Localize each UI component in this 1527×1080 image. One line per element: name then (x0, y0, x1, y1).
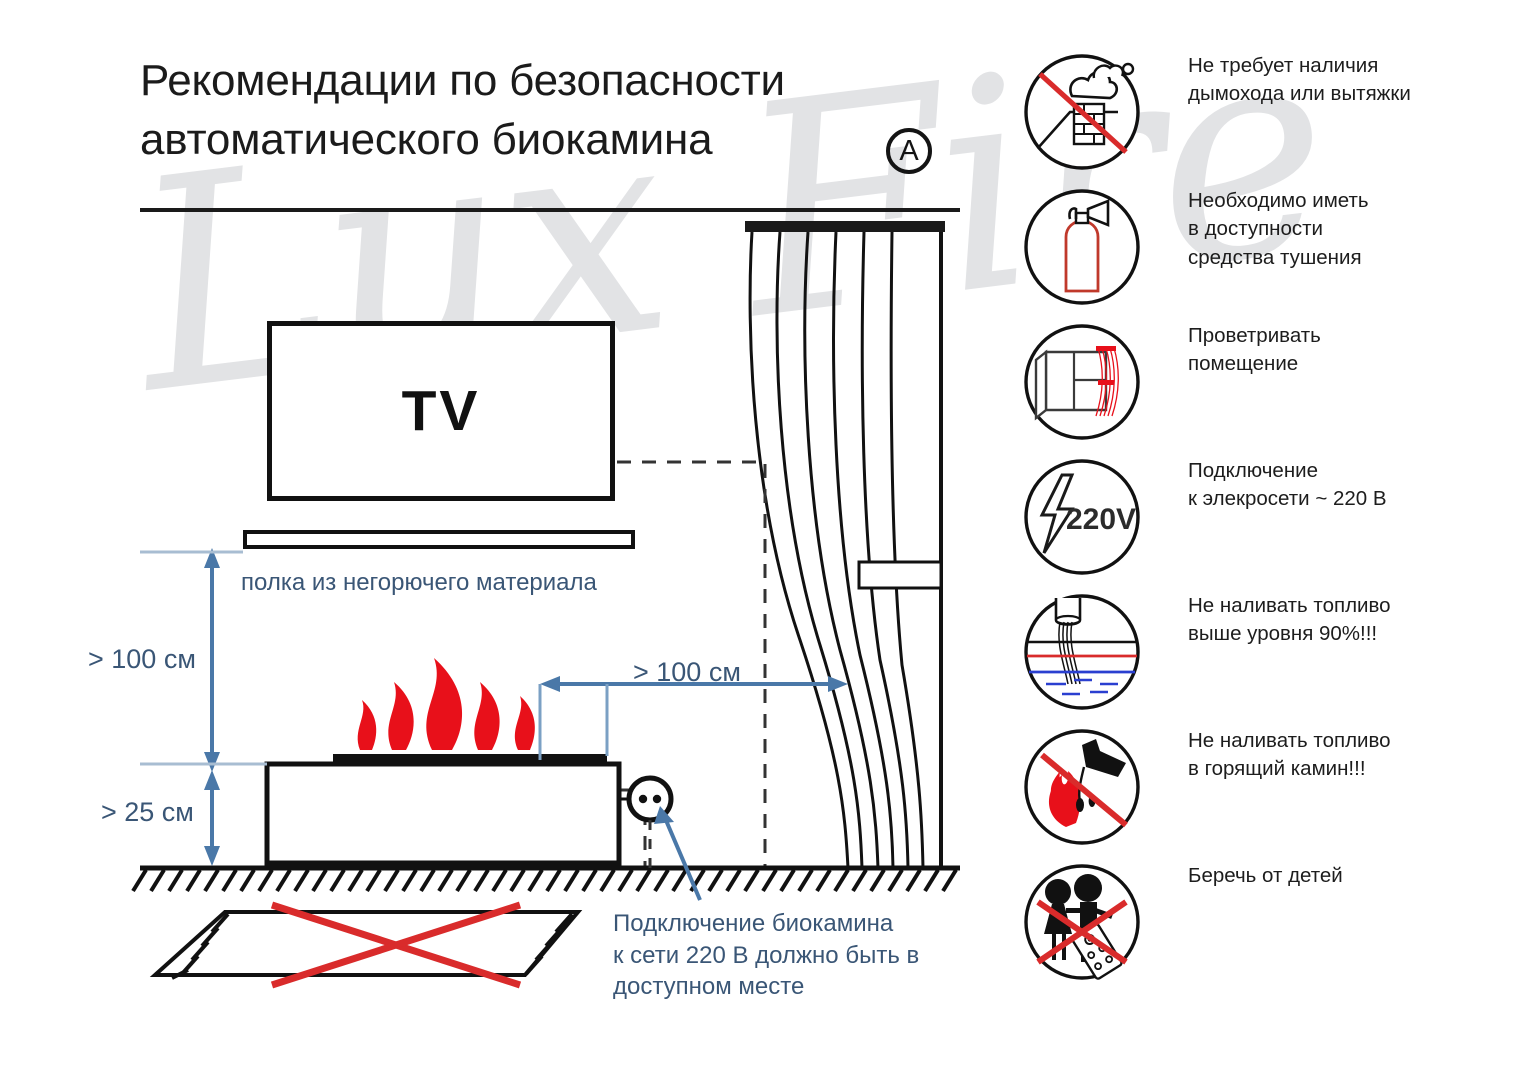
legend-line: Подключение (1188, 459, 1318, 482)
safety-legend: Не требует наличия дымохода или вытяжки … (1022, 52, 1492, 997)
legend-line: Проветривать (1188, 324, 1321, 347)
legend-line: помещение (1188, 352, 1299, 376)
legend-line: в доступности (1188, 217, 1323, 241)
flame-5 (514, 696, 535, 750)
legend-line: в горящий камин!!! (1188, 757, 1366, 781)
rug-cross-2 (270, 901, 522, 989)
legend-row: Проветривать помещение (1022, 322, 1492, 457)
burner-bar (333, 754, 607, 765)
socket-callout-text: Подключение биокамина к сети 220 В должн… (613, 908, 919, 1003)
page-title-line-2: автоматического биокамина (140, 114, 713, 164)
legend-row: 220V Подключение к элекросети ~ 220 В (1022, 457, 1492, 592)
curtain-fold-1 (748, 231, 850, 869)
flame-4 (474, 682, 500, 750)
flame-1 (357, 700, 377, 750)
legend-row: Беречь от детей (1022, 862, 1492, 997)
page-title-line-1: Рекомендации по безопасности (140, 56, 785, 105)
legend-line: Не наливать топливо (1188, 729, 1391, 752)
socket-callout-line-2: к сети 220 В должно быть в (613, 941, 920, 969)
keep-away-children-icon (1024, 864, 1140, 980)
installation-diagram (131, 221, 960, 989)
legend-text: Беречь от детей (1188, 862, 1488, 890)
curtain-rod (745, 221, 945, 232)
fuel-level-icon (1024, 594, 1140, 710)
socket-callout-line-3: доступном месте (613, 973, 805, 1001)
dimension-label-horizontal: > 100 см (633, 657, 741, 687)
voltage-label: 220V (1066, 503, 1136, 536)
legend-line: Необходимо иметь (1188, 189, 1369, 212)
no-chimney-icon (1024, 54, 1140, 170)
flame-3 (426, 658, 463, 750)
legend-line: выше уровня 90%!!! (1188, 622, 1378, 646)
legend-text: Не требует наличия дымохода или вытяжки (1188, 52, 1488, 109)
fire-extinguisher-icon (1024, 189, 1140, 305)
crossed-out-rug (149, 901, 583, 989)
curtain-fold-2 (775, 231, 864, 869)
fire-class-a-badge: A (886, 128, 932, 174)
hatched-floor (131, 865, 960, 893)
fireproof-shelf (243, 530, 635, 549)
shelf-caption: полка из негорючего материала (241, 569, 597, 596)
no-refuel-burning-icon (1024, 729, 1140, 845)
legend-line: Не наливать топливо (1188, 594, 1391, 617)
legend-row: Не требует наличия дымохода или вытяжки (1022, 52, 1492, 187)
dimension-vertical-top (140, 548, 267, 772)
legend-text: Необходимо иметь в доступности средства … (1188, 187, 1488, 272)
dimension-horizontal (538, 676, 848, 760)
legend-line: дымохода или вытяжки (1188, 82, 1411, 106)
dimension-label-vertical-bottom: > 25 см (101, 797, 194, 827)
legend-row: Не наливать топливо в горящий камин!!! (1022, 727, 1492, 862)
curtain-tieback (857, 560, 943, 590)
tv-box: TV (267, 321, 615, 501)
legend-text: Не наливать топливо выше уровня 90%!!! (1188, 592, 1488, 649)
fireplace-body (264, 761, 622, 866)
legend-row: Необходимо иметь в доступности средства … (1022, 187, 1492, 322)
legend-line: к элекросети ~ 220 В (1188, 487, 1387, 511)
dimension-vertical-bottom (204, 770, 220, 866)
curtain-fold-3 (803, 231, 880, 869)
burner-flames (357, 658, 535, 750)
legend-row: Не наливать топливо выше уровня 90%!!! (1022, 592, 1492, 727)
socket-callout-line-1: Подключение биокамина (613, 910, 894, 937)
legend-text: Проветривать помещение (1188, 322, 1488, 379)
dimension-label-vertical-top: > 100 см (88, 644, 196, 674)
flame-2 (388, 682, 414, 750)
curtain-fold-4 (832, 231, 895, 869)
legend-line: Не требует наличия (1188, 54, 1379, 77)
ventilate-window-icon (1024, 324, 1140, 440)
curtain-group (745, 221, 945, 869)
legend-line: средства тушения (1188, 245, 1362, 269)
curtain-fold-6 (889, 231, 925, 869)
legend-text: Подключение к элекросети ~ 220 В (1188, 457, 1488, 514)
voltage-220v-icon: 220V (1024, 459, 1140, 575)
legend-line: Беречь от детей (1188, 864, 1343, 887)
socket-callout-arrow (654, 806, 702, 901)
legend-text: Не наливать топливо в горящий камин!!! (1188, 727, 1488, 784)
curtain-fold-5 (860, 231, 910, 869)
page-title: Рекомендации по безопасности автоматичес… (140, 52, 960, 169)
